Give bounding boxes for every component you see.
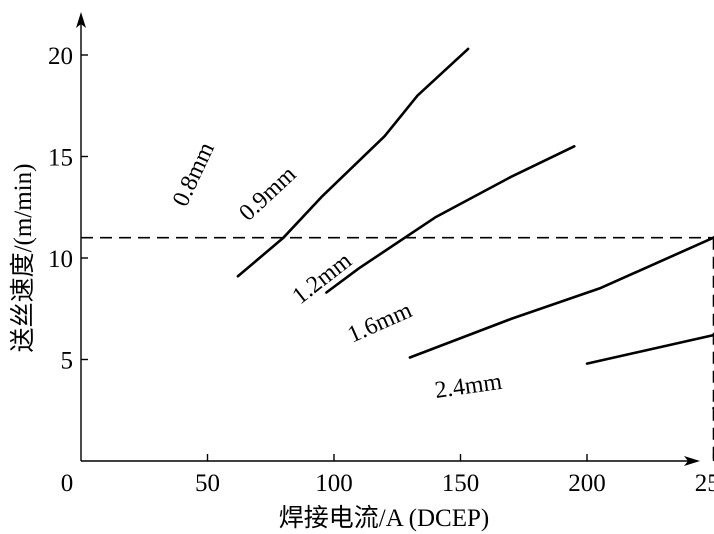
y-tick-label: 15 [48,145,73,172]
x-axis-title: 焊接电流/A (DCEP) [279,504,489,532]
x-tick-label: 200 [568,470,606,497]
series-label: 0.9mm [234,161,301,226]
axes: 0501001502002503003504004505101520 [48,12,714,497]
y-axis-title: 送丝速度/(m/min) [9,164,37,353]
y-tick-label: 10 [48,246,73,273]
series-label: 2.4mm [433,369,504,404]
series-line-0.8mm [236,47,470,278]
x-tick-label: 50 [195,470,220,497]
y-tick-label: 5 [61,348,74,375]
x-tick-label: 250 [695,470,714,497]
x-tick-label: 0 [61,470,74,497]
y-tick-label: 20 [48,43,73,70]
series-label: 1.6mm [344,297,416,348]
series-line-0.9mm [325,145,576,294]
series-line-1.6mm [585,333,714,365]
x-tick-label: 100 [315,470,353,497]
reference-lines [81,236,714,461]
x-tick-label: 150 [442,470,480,497]
x-axis-arrow [684,456,700,466]
series-line-1.2mm [408,235,714,359]
series-label: 0.8mm [168,138,220,210]
y-axis-arrow [76,12,86,28]
